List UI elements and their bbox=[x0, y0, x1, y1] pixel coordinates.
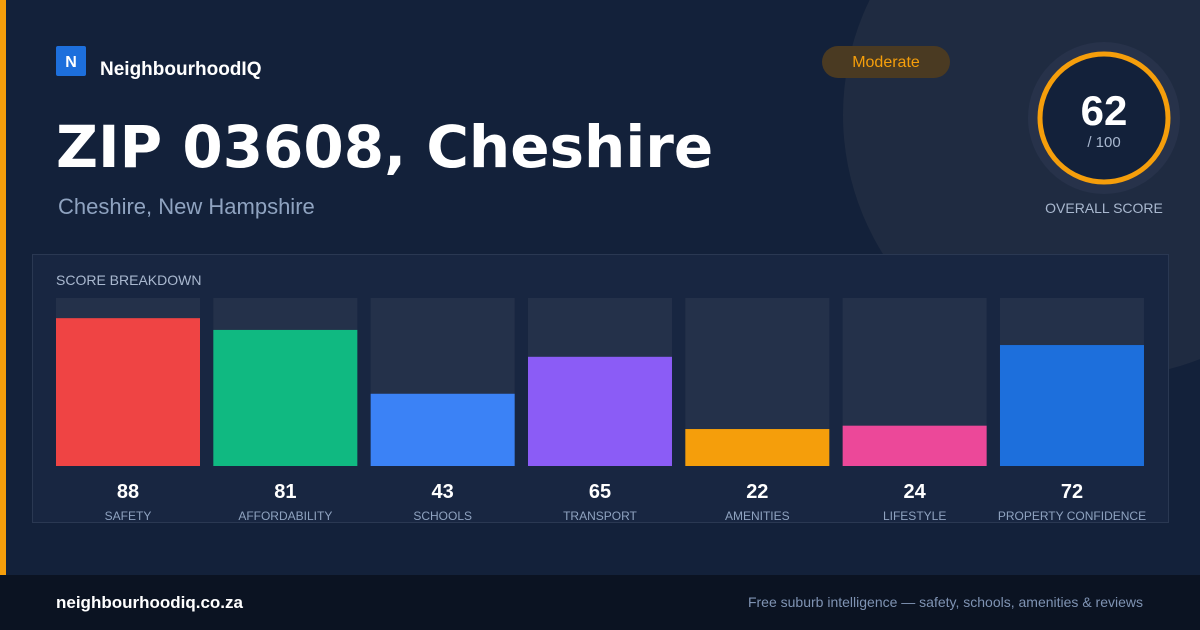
footer-url: neighbourhoodiq.co.za bbox=[56, 593, 244, 612]
score-value: 62 bbox=[1081, 87, 1128, 134]
value-label: 24 bbox=[904, 481, 927, 503]
bar bbox=[842, 425, 987, 466]
score-label: OVERALL SCORE bbox=[1045, 200, 1163, 216]
category-label: SCHOOLS bbox=[413, 509, 472, 523]
value-label: 81 bbox=[274, 481, 296, 503]
value-label: 72 bbox=[1061, 481, 1083, 503]
brand-name: NeighbourhoodIQ bbox=[100, 59, 261, 80]
gauge-ring bbox=[1037, 51, 1171, 185]
value-label: 43 bbox=[432, 481, 454, 503]
category-label: TRANSPORT bbox=[563, 509, 637, 523]
value-label: 22 bbox=[746, 481, 768, 503]
accent-strip bbox=[0, 0, 6, 575]
category-label: AFFORDABILITY bbox=[238, 509, 332, 523]
bars: 88 SAFETY 81 AFFORDABILITY 43 SCHOOLS 65 TRANSP… bbox=[56, 298, 1146, 523]
value-label: 88 bbox=[117, 481, 139, 503]
bar bbox=[370, 393, 515, 466]
breakdown-title: SCORE BREAKDOWN bbox=[56, 272, 201, 288]
footer bbox=[0, 575, 1200, 630]
bar bbox=[527, 356, 672, 466]
logo bbox=[56, 46, 86, 76]
bar bbox=[56, 318, 200, 466]
category-label: PROPERTY CONFIDENCE bbox=[998, 509, 1146, 523]
bar bbox=[999, 345, 1144, 466]
category-label: LIFESTYLE bbox=[883, 509, 946, 523]
footer-tagline: Free suburb intelligence — safety, schoo… bbox=[748, 594, 1143, 610]
logo-letter: N bbox=[65, 54, 77, 71]
bar bbox=[685, 429, 830, 466]
subtitle: Cheshire, New Hampshire bbox=[58, 194, 315, 219]
value-label: 65 bbox=[589, 481, 611, 503]
bar bbox=[213, 329, 358, 466]
badge-text: Moderate bbox=[852, 54, 920, 71]
score-out-of: / 100 bbox=[1087, 134, 1120, 151]
badge bbox=[822, 46, 950, 78]
category-label: AMENITIES bbox=[725, 509, 790, 523]
page-title: ZIP 03608, Cheshire bbox=[56, 113, 713, 181]
category-label: SAFETY bbox=[105, 509, 152, 523]
